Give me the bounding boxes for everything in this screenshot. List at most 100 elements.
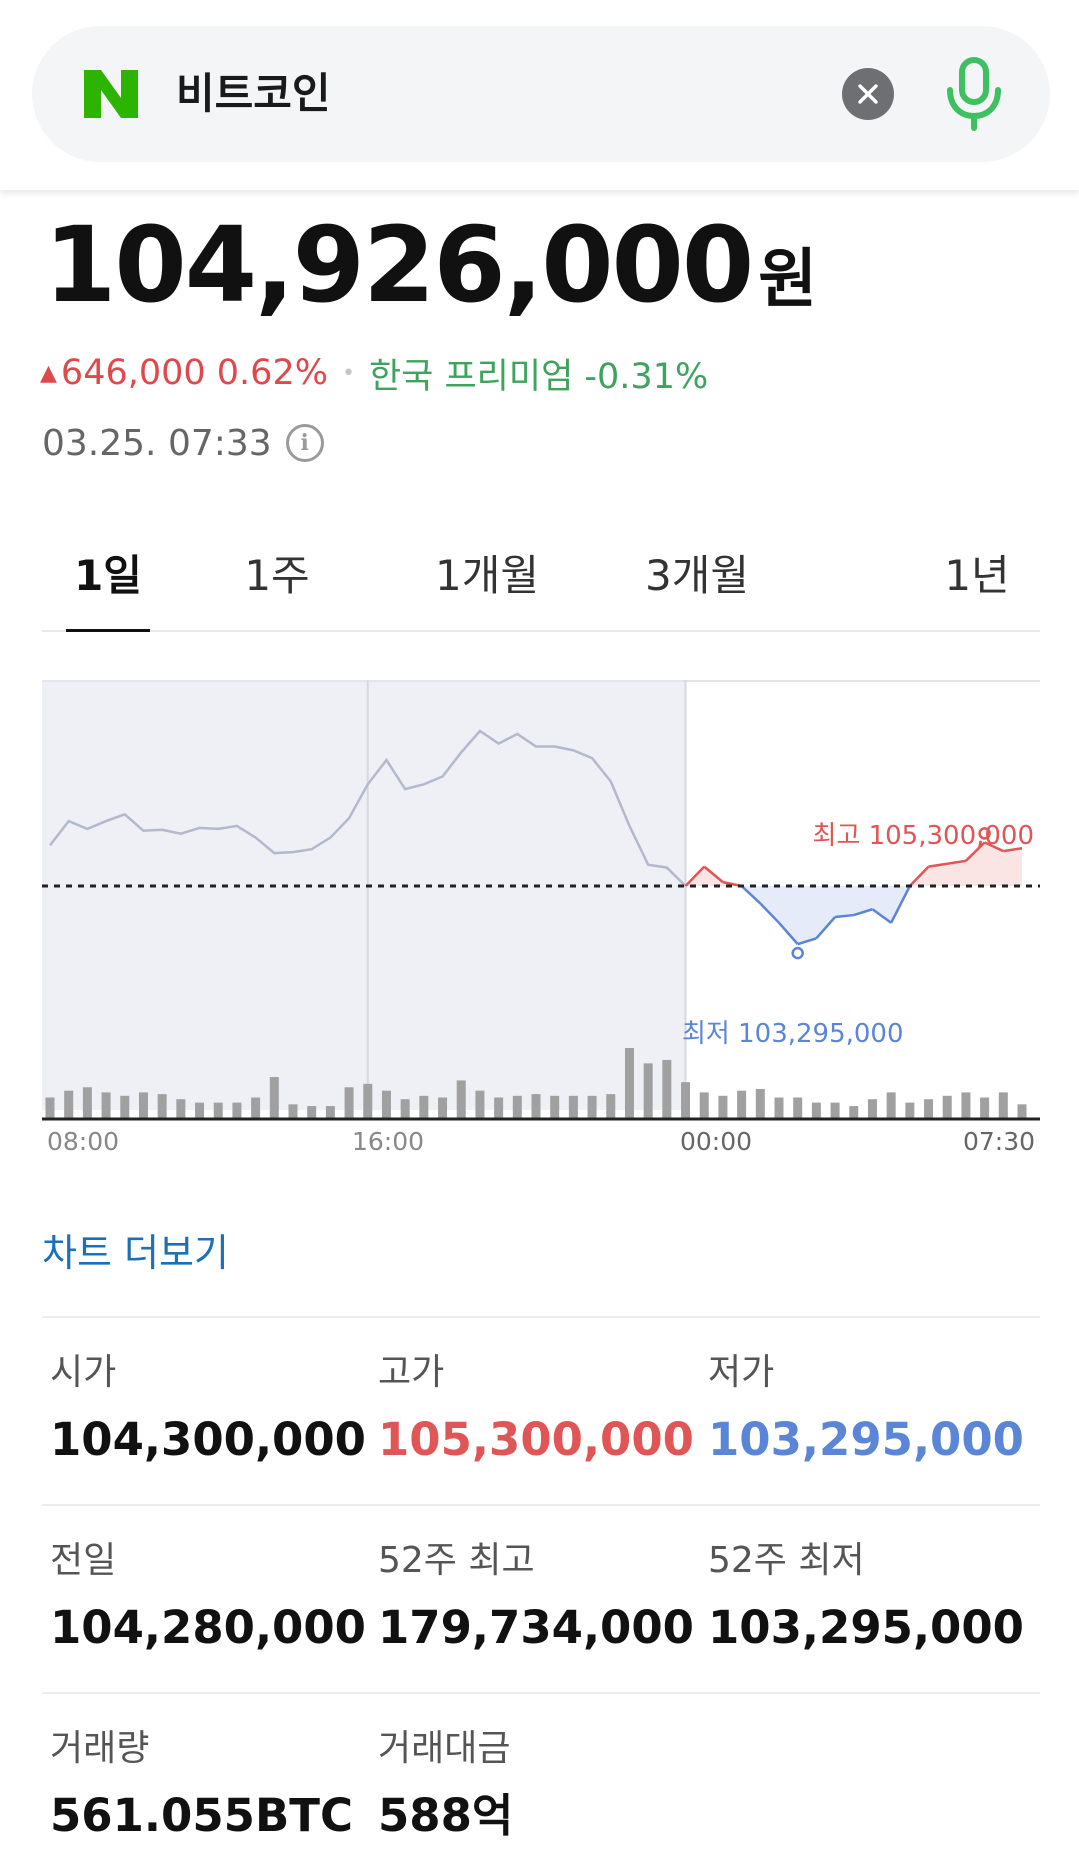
stat-trade-value: 거래대금 588억 bbox=[378, 1724, 513, 1848]
volume-bar bbox=[867, 1099, 877, 1118]
stat-value: 104,280,000 bbox=[50, 1601, 366, 1654]
volume-bar bbox=[64, 1090, 74, 1118]
stat-52w-low: 52주 최저 103,295,000 bbox=[708, 1536, 1024, 1660]
price-line-segment bbox=[1003, 846, 1023, 853]
volume-bar bbox=[195, 1102, 205, 1118]
up-arrow-icon: ▲ bbox=[40, 360, 57, 386]
volume-bar bbox=[269, 1077, 279, 1118]
up-area bbox=[685, 842, 1022, 886]
volume-bar bbox=[998, 1092, 1008, 1118]
tab-1-week[interactable]: 1주 bbox=[244, 551, 310, 600]
stat-label: 저가 bbox=[708, 1352, 775, 1393]
stat-value: 104,300,000 bbox=[50, 1413, 366, 1466]
volume-bar bbox=[905, 1102, 915, 1118]
price-line-segment bbox=[928, 862, 948, 868]
low-marker bbox=[791, 946, 804, 960]
volume-bar bbox=[961, 1092, 971, 1118]
price-change: 646,000 0.62% bbox=[60, 353, 328, 393]
volume-bar bbox=[587, 1095, 597, 1118]
price-line-segment bbox=[908, 865, 930, 887]
stat-low: 저가 103,295,000 bbox=[708, 1348, 1024, 1472]
stat-open: 시가 104,300,000 bbox=[50, 1348, 366, 1472]
stat-label: 고가 bbox=[378, 1352, 445, 1393]
volume-bar bbox=[830, 1102, 840, 1118]
price-line-segment bbox=[965, 841, 986, 862]
period-tabs: 1일 1주 1개월 3개월 1년 bbox=[42, 538, 1040, 632]
price-unit: 원 bbox=[758, 243, 818, 317]
volume-bar bbox=[419, 1095, 429, 1118]
volume-bar bbox=[718, 1095, 728, 1118]
volume-bar bbox=[699, 1092, 709, 1118]
volume-bar bbox=[101, 1092, 111, 1118]
volume-bar bbox=[344, 1087, 354, 1118]
volume-bar bbox=[849, 1106, 859, 1118]
price-line-segment bbox=[947, 859, 967, 865]
volume-bar bbox=[737, 1090, 747, 1118]
volume-bar bbox=[288, 1104, 298, 1118]
stats-table: 시가 104,300,000 고가 105,300,000 저가 103,295… bbox=[42, 1316, 1040, 1866]
close-icon bbox=[858, 84, 878, 104]
price-chart[interactable]: 08:00 16:00 00:00 07:30 최고 105,300,000 최… bbox=[42, 680, 1040, 1180]
separator-dot: • bbox=[341, 360, 355, 386]
stat-52w-high: 52주 최고 179,734,000 bbox=[378, 1536, 694, 1660]
volume-bar bbox=[512, 1095, 522, 1118]
price-line-segment bbox=[797, 937, 817, 946]
korea-premium: 한국 프리미엄 -0.31% bbox=[368, 356, 709, 397]
stat-value: 561.055BTC bbox=[50, 1789, 353, 1842]
naver-logo-icon[interactable] bbox=[82, 68, 140, 120]
volume-bar bbox=[494, 1097, 504, 1118]
clear-search-button[interactable] bbox=[842, 68, 894, 120]
tab-1-month[interactable]: 1개월 bbox=[434, 551, 539, 600]
stat-value: 179,734,000 bbox=[378, 1601, 694, 1654]
low-annotation: 최저 103,295,000 bbox=[682, 1019, 904, 1049]
price-line-segment bbox=[759, 902, 780, 924]
volume-bar bbox=[531, 1094, 541, 1118]
price-line-segment bbox=[984, 841, 1004, 853]
timestamp-line: 03.25. 07:33 i bbox=[42, 418, 324, 468]
price-line-segment bbox=[778, 921, 799, 945]
price-line: 104,926,000 원 bbox=[44, 210, 817, 320]
volume-bar bbox=[1017, 1104, 1027, 1118]
top-bar: 비트코인 bbox=[0, 0, 1079, 190]
price-line-segment bbox=[871, 908, 892, 924]
volume-bar bbox=[400, 1099, 410, 1118]
stat-high: 고가 105,300,000 bbox=[378, 1348, 694, 1472]
volume-bar bbox=[232, 1102, 242, 1118]
stat-value: 588억 bbox=[378, 1789, 514, 1842]
volume-bar bbox=[325, 1106, 335, 1118]
tab-3-month[interactable]: 3개월 bbox=[644, 551, 749, 600]
more-chart-link[interactable]: 차트 더보기 bbox=[42, 1231, 229, 1275]
volume-bar bbox=[550, 1095, 560, 1118]
stats-row: 시가 104,300,000 고가 105,300,000 저가 103,295… bbox=[42, 1316, 1040, 1504]
price-line-segment bbox=[834, 913, 854, 919]
price-chart-svg: 08:00 16:00 00:00 07:30 최고 105,300,000 최… bbox=[42, 680, 1040, 1156]
info-icon[interactable]: i bbox=[285, 424, 324, 462]
x-label-0730: 07:30 bbox=[963, 1127, 1035, 1156]
microphone-icon[interactable] bbox=[942, 56, 1006, 132]
volume-bar bbox=[45, 1097, 55, 1118]
volume-bar bbox=[811, 1102, 821, 1118]
stats-row: 전일 104,280,000 52주 최고 179,734,000 52주 최저… bbox=[42, 1504, 1040, 1692]
change-line: ▲ 646,000 0.62% • 한국 프리미엄 -0.31% bbox=[40, 348, 708, 398]
volume-bar bbox=[755, 1088, 765, 1118]
search-query[interactable]: 비트코인 bbox=[176, 69, 331, 118]
stat-volume: 거래량 561.055BTC bbox=[50, 1724, 353, 1848]
volume-bar bbox=[381, 1090, 391, 1118]
current-price: 104,926,000 bbox=[44, 204, 754, 326]
volume-bar bbox=[624, 1048, 634, 1118]
volume-bar bbox=[363, 1083, 373, 1118]
tab-1-year[interactable]: 1년 bbox=[944, 551, 1010, 600]
stat-label: 거래량 bbox=[50, 1728, 150, 1769]
volume-bar bbox=[681, 1082, 691, 1118]
high-annotation: 최고 105,300,000 bbox=[812, 821, 1034, 851]
tab-1-day[interactable]: 1일 bbox=[66, 538, 150, 632]
volume-bar bbox=[120, 1095, 130, 1118]
search-box[interactable]: 비트코인 bbox=[32, 26, 1050, 162]
stat-value: 103,295,000 bbox=[708, 1413, 1024, 1466]
timestamp: 03.25. 07:33 bbox=[42, 422, 272, 464]
volume-bar bbox=[942, 1095, 952, 1118]
stat-label: 거래대금 bbox=[378, 1728, 511, 1769]
volume-bar bbox=[643, 1063, 653, 1118]
volume-bar bbox=[793, 1097, 803, 1118]
volume-bar bbox=[475, 1090, 485, 1118]
